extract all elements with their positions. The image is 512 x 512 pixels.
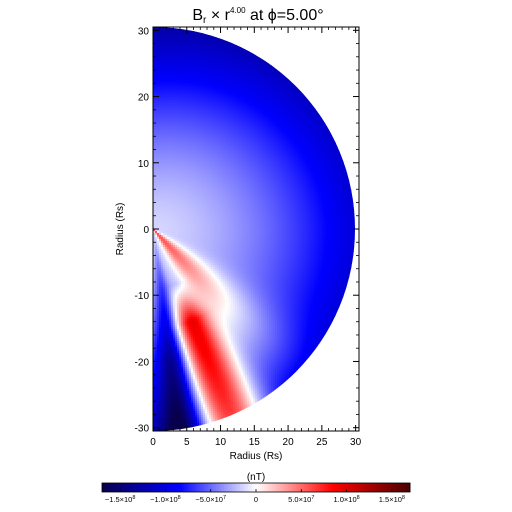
x-tick-label: 20 (283, 437, 295, 448)
colorbar-tick-label: −1.0×108 (150, 495, 181, 504)
colorbar (102, 483, 411, 492)
x-tick-label: 15 (249, 437, 261, 448)
x-axis-label: Radius (Rs) (230, 451, 283, 462)
y-tick-label: -10 (135, 291, 150, 302)
colorbar-tick-label: −5.0×107 (195, 495, 226, 504)
y-tick-label: 20 (138, 93, 150, 104)
x-tick-label: 0 (150, 437, 156, 448)
y-axis-label: Radius (Rs) (115, 203, 126, 256)
colorbar-tick-label: 5.0×107 (288, 495, 314, 504)
y-tick-label: 30 (138, 26, 150, 37)
x-tick-label: 10 (215, 437, 227, 448)
x-tick-label: 25 (316, 437, 328, 448)
x-tick-label: 30 (350, 437, 362, 448)
heatmap-field (153, 27, 355, 431)
y-tick-label: 0 (143, 225, 149, 236)
colorbar-tick-label: 1.0×108 (333, 495, 359, 504)
colorbar-label: (nT) (247, 472, 265, 483)
colorbar-tick-label: 0 (254, 495, 258, 504)
colorbar-tick-label: −1.5×108 (105, 495, 136, 504)
y-tick-label: 10 (138, 159, 150, 170)
y-tick-label: -20 (135, 357, 150, 368)
chart-title: Br × r4.00 at ϕ=5.00° (192, 6, 323, 26)
colorbar-tick-label: 1.5×108 (379, 495, 405, 504)
y-tick-label: -30 (135, 424, 150, 435)
x-tick-label: 5 (184, 437, 190, 448)
